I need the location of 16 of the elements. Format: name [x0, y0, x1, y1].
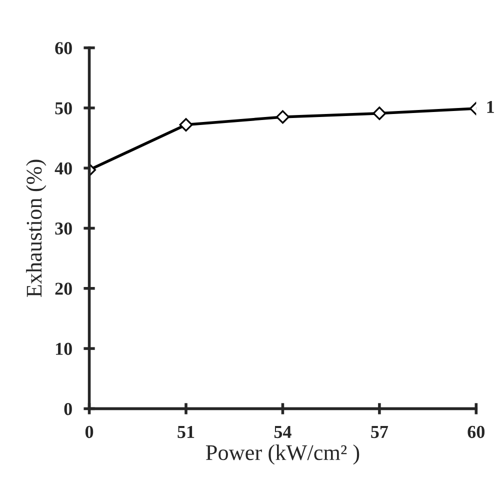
series-label: 1	[487, 100, 494, 113]
y-tick-label: 20	[55, 282, 72, 295]
y-tick-label: 40	[54, 162, 72, 175]
x-tick-label: 60	[468, 426, 484, 438]
y-axis-title: Exhaustion (%)	[26, 160, 46, 298]
point	[276, 110, 290, 124]
y-tick-label: 0	[64, 402, 72, 416]
y-tick-label: 60	[55, 42, 72, 54]
y-tick-label: 30	[55, 222, 72, 235]
x-tick-label: 57	[371, 426, 388, 438]
x-axis-title: Power (kW/cm² )	[206, 444, 360, 465]
y-tick-label: 50	[55, 102, 72, 114]
x-tick-label: 0	[85, 426, 94, 438]
x-tick-label: 51	[178, 426, 194, 438]
x-tick-label: 54	[274, 426, 292, 438]
y-tick-label: 10	[56, 342, 72, 355]
